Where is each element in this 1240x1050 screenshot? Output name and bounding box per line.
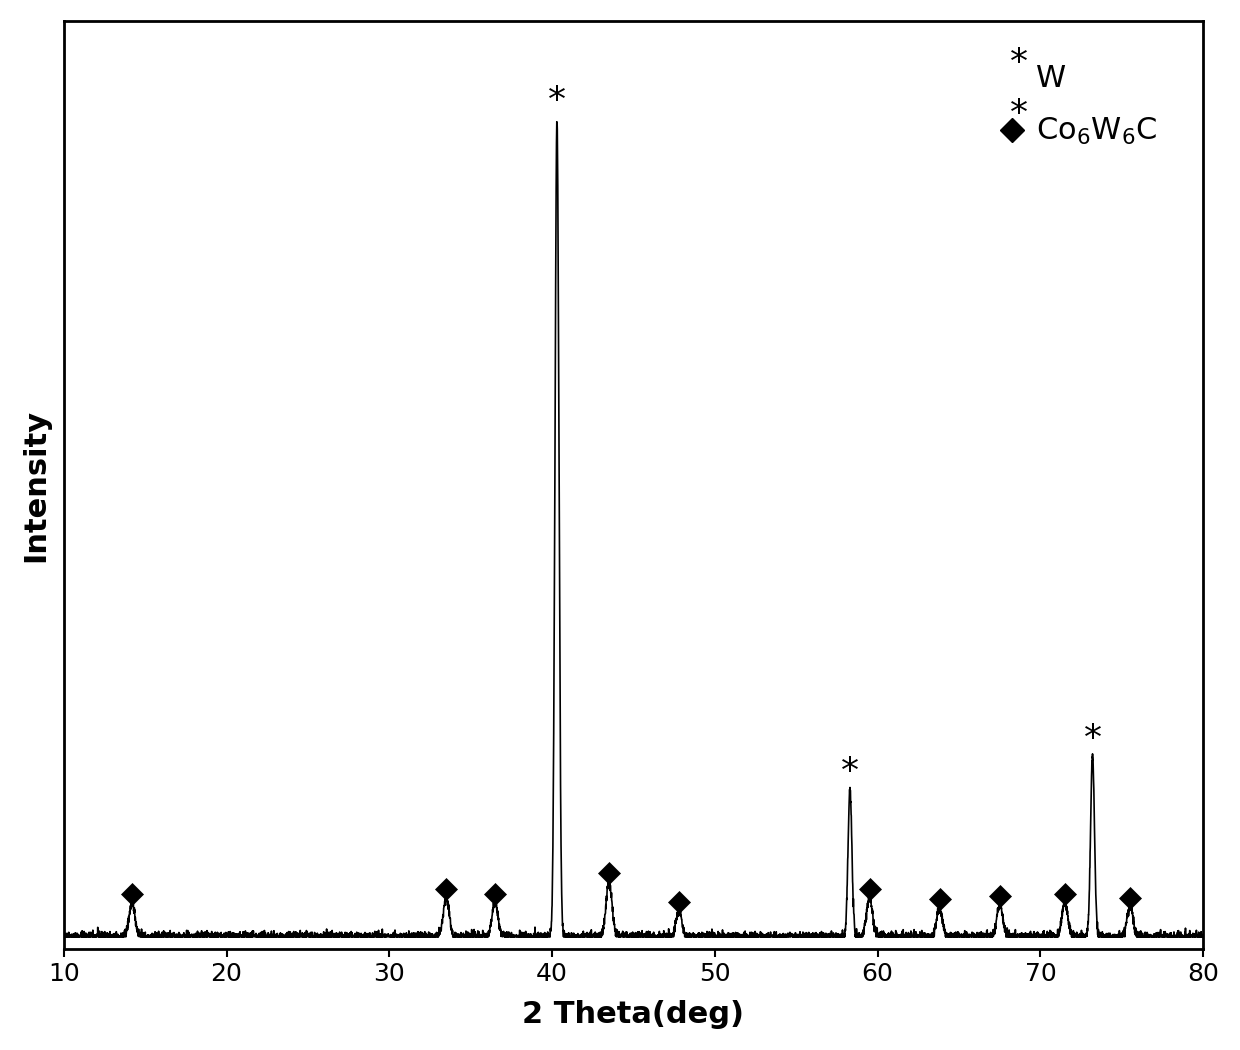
Text: *: * bbox=[548, 84, 565, 118]
X-axis label: 2 Theta(deg): 2 Theta(deg) bbox=[522, 1001, 744, 1029]
Text: *: * bbox=[1009, 97, 1028, 130]
Y-axis label: Intensity: Intensity bbox=[21, 408, 50, 562]
Legend: W, $\mathregular{Co_6W_6C}$: W, $\mathregular{Co_6W_6C}$ bbox=[983, 49, 1172, 162]
Text: *: * bbox=[1009, 45, 1028, 80]
Text: *: * bbox=[1084, 722, 1101, 756]
Text: *: * bbox=[841, 755, 859, 789]
